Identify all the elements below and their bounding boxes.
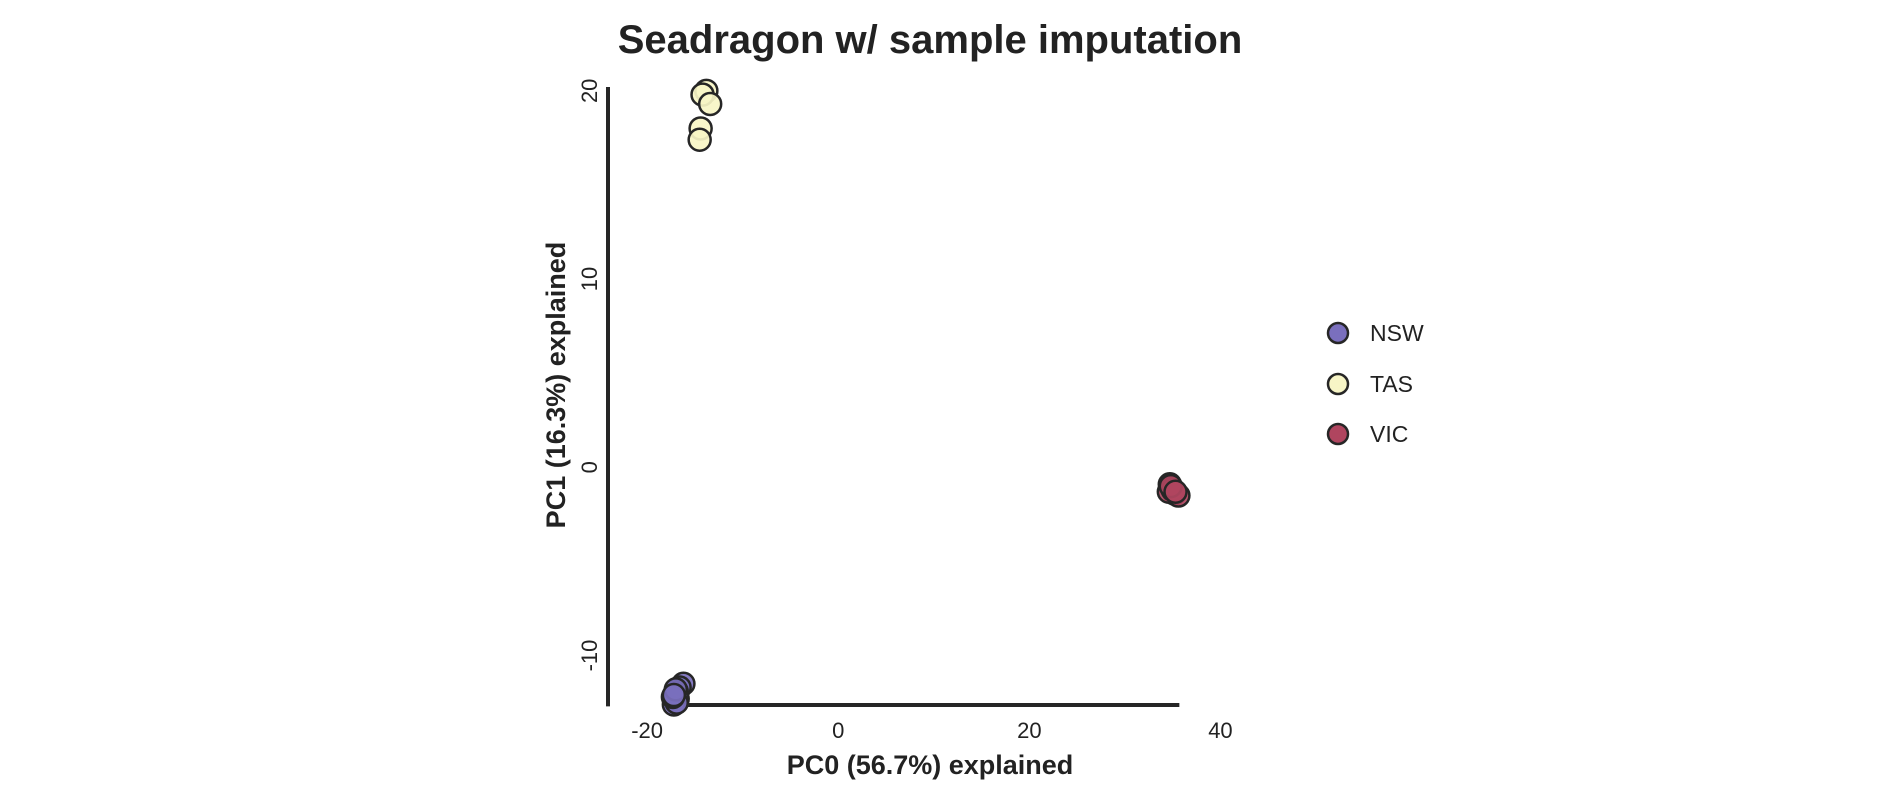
y-tick-label: 20	[577, 79, 602, 103]
x-tick-labels: -20 0 20 40	[631, 718, 1232, 743]
y-tick-label: -10	[577, 640, 602, 672]
y-tick-label: 10	[577, 267, 602, 291]
legend-label-nsw: NSW	[1370, 320, 1424, 346]
legend-label-vic: VIC	[1370, 421, 1408, 447]
y-tick-label: 0	[577, 461, 602, 473]
point-vic	[1163, 479, 1188, 505]
x-tick-label: 40	[1208, 718, 1232, 743]
legend-marker-vic	[1326, 422, 1350, 446]
x-tick-label: 0	[832, 718, 844, 743]
x-axis-label: PC0 (56.7%) explained	[787, 750, 1074, 780]
point-tas	[687, 127, 712, 153]
point-tas	[697, 91, 723, 117]
legend: NSW TAS VIC	[1326, 320, 1424, 447]
y-axis-label: PC1 (16.3%) explained	[541, 242, 571, 529]
y-tick-labels: -10 0 10 20	[577, 79, 602, 672]
x-tick-label: 20	[1017, 718, 1041, 743]
x-tick-label: -20	[631, 718, 663, 743]
legend-marker-tas	[1326, 372, 1350, 396]
legend-label-tas: TAS	[1370, 371, 1413, 397]
legend-marker-nsw	[1326, 321, 1350, 345]
scatter-points	[660, 78, 1191, 717]
point-nsw	[661, 682, 687, 708]
chart-title: Seadragon w/ sample imputation	[618, 18, 1243, 62]
